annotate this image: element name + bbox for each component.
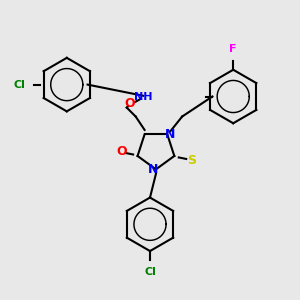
Text: F: F: [230, 44, 237, 54]
Text: NH: NH: [134, 92, 152, 102]
Text: N: N: [165, 128, 175, 141]
Text: S: S: [187, 154, 196, 167]
Text: O: O: [116, 145, 127, 158]
Text: N: N: [148, 163, 158, 176]
Text: Cl: Cl: [144, 267, 156, 277]
Text: Cl: Cl: [13, 80, 25, 90]
Text: O: O: [124, 97, 135, 110]
